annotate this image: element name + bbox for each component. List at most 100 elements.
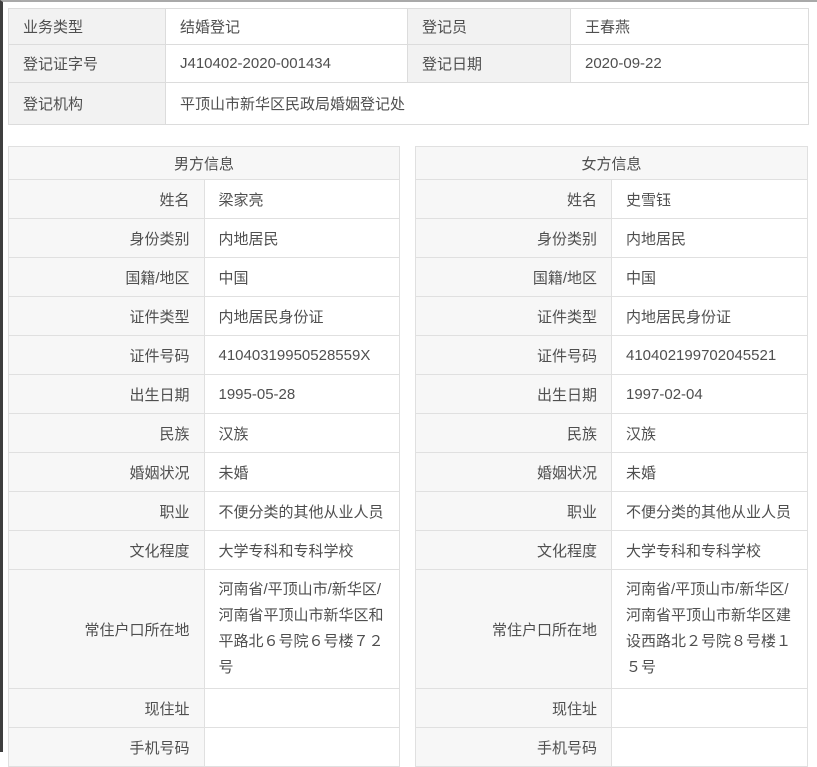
male-row-current-address: 现住址: [8, 688, 400, 728]
registration-date-label: 登记日期: [407, 44, 571, 83]
female-row-birth-date: 出生日期 1997-02-04: [415, 374, 808, 414]
female-row-marital-status: 婚姻状况 未婚: [415, 452, 808, 492]
field-value: 41040319950528559X: [203, 335, 400, 375]
field-label: 国籍/地区: [415, 257, 612, 297]
field-value: 不便分类的其他从业人员: [611, 491, 808, 531]
field-label: 姓名: [8, 179, 205, 219]
field-label: 证件类型: [8, 296, 205, 336]
field-label: 身份类别: [8, 218, 205, 258]
male-table-header: 男方信息: [8, 146, 400, 180]
field-value: 内地居民: [611, 218, 808, 258]
field-label: 文化程度: [415, 530, 612, 570]
field-value: [611, 727, 808, 767]
field-label: 民族: [415, 413, 612, 453]
field-label: 婚姻状况: [8, 452, 205, 492]
certificate-number-label: 登记证字号: [8, 44, 166, 83]
registrar-value: 王春燕: [570, 8, 809, 45]
male-info-table: 男方信息 姓名 梁家亮 身份类别 内地居民 国籍/地区 中国 证件类型 内地居民…: [8, 146, 400, 767]
field-label: 出生日期: [415, 374, 612, 414]
row-registration-office: 登记机构 平顶山市新华区民政局婚姻登记处: [8, 82, 809, 125]
field-value: 1997-02-04: [611, 374, 808, 414]
field-value: 汉族: [203, 413, 400, 453]
field-label: 常住户口所在地: [415, 569, 612, 689]
male-row-ethnicity: 民族 汉族: [8, 413, 400, 453]
female-row-current-address: 现住址: [415, 688, 808, 728]
field-value: 未婚: [203, 452, 400, 492]
field-label: 婚姻状况: [415, 452, 612, 492]
female-table-header: 女方信息: [415, 146, 808, 180]
female-row-name: 姓名 史雪钰: [415, 179, 808, 219]
field-value: 汉族: [611, 413, 808, 453]
field-value: [203, 688, 400, 728]
female-row-occupation: 职业 不便分类的其他从业人员: [415, 491, 808, 531]
male-row-name: 姓名 梁家亮: [8, 179, 400, 219]
field-label: 职业: [8, 491, 205, 531]
field-label: 证件号码: [8, 335, 205, 375]
business-type-label: 业务类型: [8, 8, 166, 45]
field-value: 梁家亮: [203, 179, 400, 219]
male-row-id-number: 证件号码 41040319950528559X: [8, 335, 400, 375]
certificate-number-value: J410402-2020-001434: [165, 44, 408, 83]
row-certificate-number: 登记证字号 J410402-2020-001434 登记日期 2020-09-2…: [8, 44, 809, 83]
male-row-marital-status: 婚姻状况 未婚: [8, 452, 400, 492]
female-row-id-type: 证件类型 内地居民身份证: [415, 296, 808, 336]
field-label: 国籍/地区: [8, 257, 205, 297]
male-row-id-type: 证件类型 内地居民身份证: [8, 296, 400, 336]
field-value: 内地居民身份证: [611, 296, 808, 336]
business-type-value: 结婚登记: [165, 8, 408, 45]
field-value: 大学专科和专科学校: [203, 530, 400, 570]
field-label: 姓名: [415, 179, 612, 219]
field-value: 未婚: [611, 452, 808, 492]
registrar-label: 登记员: [407, 8, 571, 45]
field-value: 中国: [203, 257, 400, 297]
field-value: 大学专科和专科学校: [611, 530, 808, 570]
field-value: 河南省/平顶山市/新华区/河南省平顶山市新华区建设西路北２号院８号楼１５号: [611, 569, 808, 689]
female-row-nationality: 国籍/地区 中国: [415, 257, 808, 297]
female-row-id-number: 证件号码 410402199702045521: [415, 335, 808, 375]
registration-office-label: 登记机构: [8, 82, 166, 125]
field-value: 不便分类的其他从业人员: [203, 491, 400, 531]
female-row-ethnicity: 民族 汉族: [415, 413, 808, 453]
field-label: 现住址: [415, 688, 612, 728]
male-row-education: 文化程度 大学专科和专科学校: [8, 530, 400, 570]
field-label: 证件类型: [415, 296, 612, 336]
person-info-section: 男方信息 姓名 梁家亮 身份类别 内地居民 国籍/地区 中国 证件类型 内地居民…: [8, 146, 817, 767]
registration-summary-table: 业务类型 结婚登记 登记员 王春燕 登记证字号 J410402-2020-001…: [8, 8, 809, 125]
male-row-occupation: 职业 不便分类的其他从业人员: [8, 491, 400, 531]
female-info-title: 女方信息: [415, 146, 808, 180]
field-value: [203, 727, 400, 767]
female-row-education: 文化程度 大学专科和专科学校: [415, 530, 808, 570]
field-label: 职业: [415, 491, 612, 531]
field-label: 常住户口所在地: [8, 569, 205, 689]
female-row-identity-category: 身份类别 内地居民: [415, 218, 808, 258]
male-row-household-residence: 常住户口所在地 河南省/平顶山市/新华区/河南省平顶山市新华区和平路北６号院６号…: [8, 569, 400, 689]
field-label: 现住址: [8, 688, 205, 728]
female-row-household-residence: 常住户口所在地 河南省/平顶山市/新华区/河南省平顶山市新华区建设西路北２号院８…: [415, 569, 808, 689]
field-value: 内地居民身份证: [203, 296, 400, 336]
field-label: 出生日期: [8, 374, 205, 414]
field-value: 内地居民: [203, 218, 400, 258]
registration-office-value: 平顶山市新华区民政局婚姻登记处: [165, 82, 809, 125]
field-value: 河南省/平顶山市/新华区/河南省平顶山市新华区和平路北６号院６号楼７２号: [203, 569, 400, 689]
field-value: 史雪钰: [611, 179, 808, 219]
field-label: 文化程度: [8, 530, 205, 570]
male-info-title: 男方信息: [8, 146, 400, 180]
field-label: 证件号码: [415, 335, 612, 375]
field-label: 手机号码: [8, 727, 205, 767]
female-row-mobile: 手机号码: [415, 727, 808, 767]
male-row-mobile: 手机号码: [8, 727, 400, 767]
field-value: 中国: [611, 257, 808, 297]
field-label: 手机号码: [415, 727, 612, 767]
field-value: [611, 688, 808, 728]
field-value: 410402199702045521: [611, 335, 808, 375]
male-row-birth-date: 出生日期 1995-05-28: [8, 374, 400, 414]
registration-date-value: 2020-09-22: [570, 44, 809, 83]
female-info-table: 女方信息 姓名 史雪钰 身份类别 内地居民 国籍/地区 中国 证件类型 内地居民…: [415, 146, 808, 767]
field-value: 1995-05-28: [203, 374, 400, 414]
row-business-type: 业务类型 结婚登记 登记员 王春燕: [8, 8, 809, 45]
male-row-nationality: 国籍/地区 中国: [8, 257, 400, 297]
field-label: 身份类别: [415, 218, 612, 258]
field-label: 民族: [8, 413, 205, 453]
male-row-identity-category: 身份类别 内地居民: [8, 218, 400, 258]
